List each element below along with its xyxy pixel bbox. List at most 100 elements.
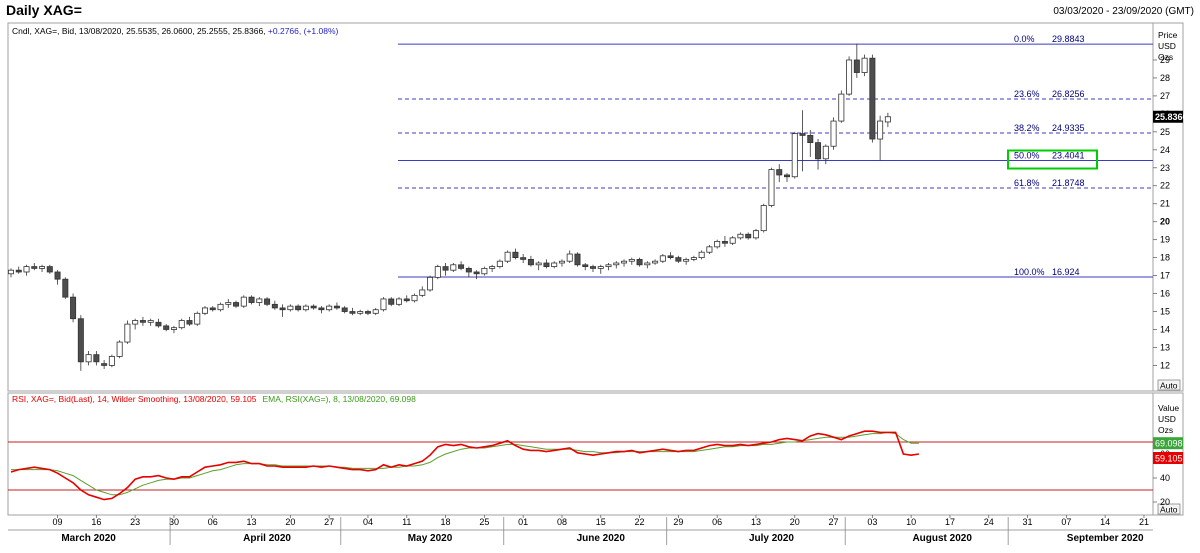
- candle-body-down: [527, 259, 534, 266]
- candle: [132, 318, 139, 330]
- candle: [597, 264, 604, 274]
- rsi-tick-label: 40: [1160, 473, 1170, 483]
- candle: [659, 254, 666, 264]
- price-tick-label: 28: [1160, 73, 1170, 83]
- candle-body-down: [349, 311, 356, 314]
- candle: [613, 261, 620, 269]
- candle: [310, 304, 317, 310]
- x-tick-label: 04: [363, 517, 373, 527]
- candle: [877, 115, 884, 161]
- fib-percent-label: 50.0%: [1014, 151, 1040, 161]
- candle-body-up: [861, 57, 868, 73]
- candle-body-down: [186, 320, 193, 325]
- candle-body-down: [520, 257, 527, 260]
- x-tick-label: 13: [247, 517, 257, 527]
- x-tick-label: 18: [441, 517, 451, 527]
- x-tick-label: 17: [945, 517, 955, 527]
- candle: [23, 264, 30, 276]
- candle-body-up: [752, 230, 759, 239]
- price-legend-change: +0.2766, (+1.08%): [268, 26, 339, 36]
- candle-body-up: [566, 253, 573, 262]
- x-axis: 09 16 23 30 06 13 20 27 04 11 18 25 01 08 15 22 29 06 13 20…: [53, 515, 1149, 545]
- candle: [605, 263, 612, 271]
- x-tick-label: 30: [169, 517, 179, 527]
- x-tick-label: 10: [906, 517, 916, 527]
- candle: [139, 316, 146, 326]
- candle-body-up: [23, 266, 30, 273]
- candle-body-down: [776, 169, 783, 176]
- candle: [496, 259, 503, 269]
- candle-body-up: [729, 237, 736, 244]
- candle: [760, 203, 767, 233]
- candle-body-down: [70, 296, 77, 320]
- fib-percent-label: 38.2%: [1014, 123, 1040, 133]
- candle: [388, 297, 395, 307]
- x-tick-label: 20: [285, 517, 295, 527]
- price-legend-prefix: Cndl, XAG=, Bid, 13/08/2020, 25.5535, 26…: [12, 26, 268, 36]
- candle-body-up: [287, 305, 294, 311]
- rsi-axis-header-3: Ozs: [1158, 425, 1173, 435]
- price-tick-label: 25: [1160, 127, 1170, 137]
- candle-body-down: [279, 307, 286, 311]
- candle: [395, 297, 402, 307]
- candle: [116, 340, 123, 359]
- candle-body-down: [853, 59, 860, 73]
- candle: [295, 304, 302, 312]
- candle-body-up: [411, 294, 418, 302]
- candle-body-up: [194, 312, 201, 325]
- rsi-series-line: [10, 430, 920, 501]
- candle-body-up: [683, 259, 690, 262]
- candle: [791, 131, 798, 179]
- candle: [163, 324, 170, 332]
- price-axis-header-2: USD: [1158, 41, 1176, 51]
- candle: [706, 245, 713, 255]
- candle: [287, 304, 294, 312]
- x-tick-label: 08: [557, 517, 567, 527]
- candle: [690, 255, 697, 262]
- candle: [683, 257, 690, 265]
- price-tick-label: 12: [1160, 360, 1170, 370]
- fib-percent-label: 61.8%: [1014, 178, 1040, 188]
- candle-body-up: [380, 298, 387, 311]
- candle: [7, 268, 14, 278]
- candle-body-down: [807, 135, 814, 144]
- price-panel-frame: [7, 22, 1154, 392]
- candle: [349, 307, 356, 316]
- candle-body-up: [450, 264, 457, 271]
- candle-body-down: [15, 269, 22, 273]
- candle-body-down: [333, 305, 340, 309]
- candle-body-down: [667, 255, 674, 259]
- candle: [279, 304, 286, 317]
- ema-last-label: 69.098: [1155, 439, 1183, 449]
- price-auto-button[interactable]: Auto: [1157, 379, 1181, 391]
- rsi-auto-button[interactable]: Auto: [1157, 503, 1181, 515]
- candle-body-down: [721, 241, 728, 244]
- month-label: September 2020: [1067, 533, 1144, 544]
- x-tick-label: 09: [53, 517, 63, 527]
- candle-body-down: [815, 142, 822, 160]
- candle-body-up: [7, 269, 14, 275]
- x-tick-label: 23: [130, 517, 140, 527]
- candle: [473, 270, 480, 280]
- candle: [364, 309, 371, 316]
- candle-body-down: [675, 257, 682, 262]
- last-price-tag: [1153, 110, 1183, 123]
- x-tick-label: 11: [402, 517, 411, 527]
- candle: [178, 318, 185, 330]
- candle: [217, 302, 224, 312]
- title-bar: Daily XAG= 03/03/2020 - 23/09/2020 (GMT): [0, 0, 1200, 22]
- candle: [357, 309, 364, 316]
- candle: [752, 228, 759, 240]
- candle-body-up: [434, 266, 441, 278]
- price-tick-label: 17: [1160, 271, 1170, 281]
- candle-body-down: [155, 321, 162, 327]
- price-tick-label: 22: [1160, 181, 1170, 191]
- price-axis-frame: [1152, 22, 1184, 392]
- month-label: March 2020: [61, 533, 116, 544]
- candle: [644, 261, 651, 269]
- candle: [240, 295, 247, 308]
- candle-body-up: [85, 354, 92, 363]
- candle: [574, 252, 581, 267]
